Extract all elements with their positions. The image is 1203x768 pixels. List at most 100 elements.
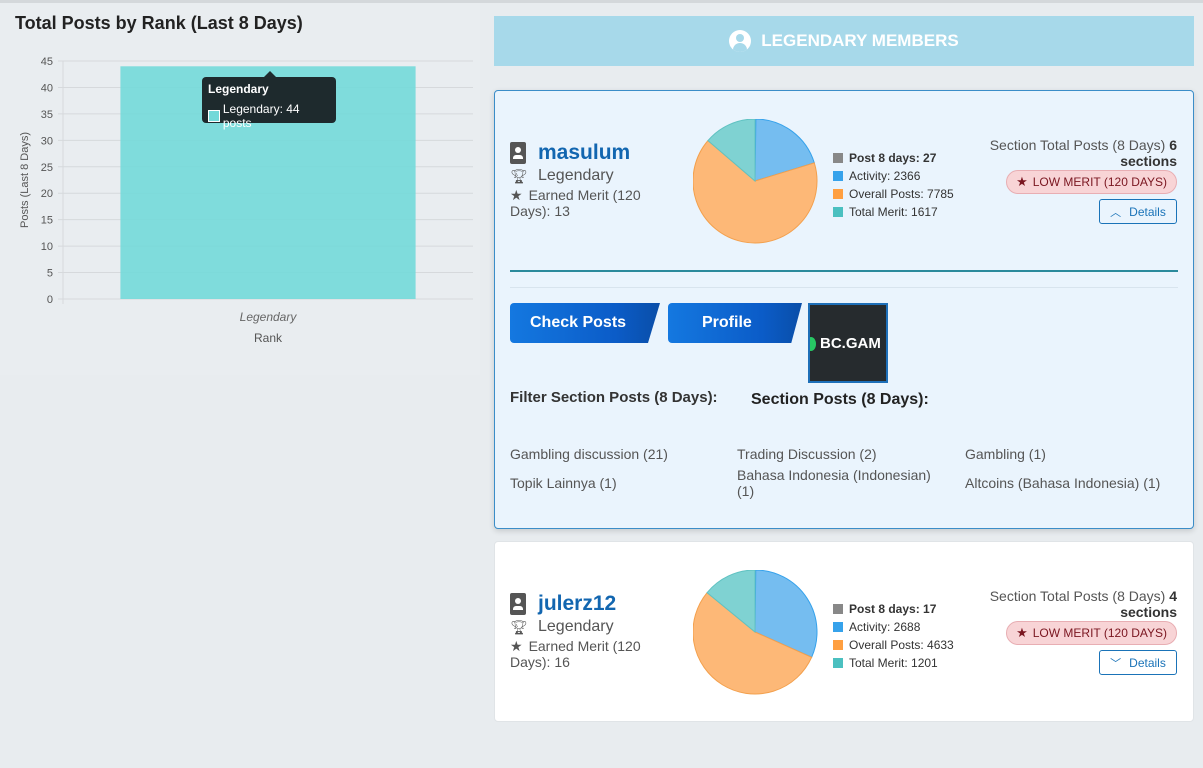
star-icon: ★: [1016, 625, 1028, 640]
y-tick-label: 5: [47, 268, 53, 280]
tooltip-row: Legendary: 44 posts: [208, 102, 330, 130]
member-name-link[interactable]: masulum: [538, 141, 631, 164]
stat-merit-text: Total Merit: 1617: [849, 205, 938, 219]
pie-slice-merit: [706, 570, 756, 634]
pie-slice-activity: [754, 119, 815, 182]
chevron-up-icon: ︿: [1110, 206, 1122, 219]
swatch-merit: [833, 207, 843, 217]
star-icon: ★: [1016, 174, 1028, 189]
member-info: masulum 🏆︎ Legendary ★ Earned Merit (120 …: [510, 141, 675, 219]
swatch-post8: [833, 604, 843, 614]
details-toggle-button[interactable]: ﹀ Details: [1099, 650, 1177, 675]
stat-merit-text: Total Merit: 1201: [849, 656, 938, 670]
chart-title: Total Posts by Rank (Last 8 Days): [15, 13, 303, 33]
id-badge-icon: [510, 142, 526, 164]
rank-row: 🏆︎ Legendary: [510, 167, 675, 185]
bc-game-logo-icon: [810, 336, 816, 351]
section-item[interactable]: Trading Discussion (2): [737, 446, 877, 462]
tooltip-label: Legendary: 44 posts: [222, 102, 300, 130]
divider: [510, 270, 1178, 272]
details-label: Details: [1129, 204, 1166, 219]
y-tick-label: 30: [41, 135, 53, 147]
profile-button[interactable]: Profile: [668, 303, 802, 343]
y-tick-label: 0: [47, 294, 53, 306]
ad-label: BC.GAM: [820, 334, 881, 352]
y-tick-label: 45: [41, 56, 53, 68]
swatch-activity: [833, 171, 843, 181]
y-tick-label: 20: [41, 188, 53, 200]
swatch-overall: [833, 640, 843, 650]
y-tick-label: 35: [41, 109, 53, 121]
star-icon: ★: [510, 187, 523, 203]
header-title: LEGENDARY MEMBERS: [761, 31, 959, 50]
pie-slice-overall: [693, 139, 818, 244]
posts-by-rank-chart: 0 5 10 15 20 25 30 35 40 45 Legendary Rank Posts (La…: [19, 56, 473, 345]
section-total-label: Section Total Posts (8 Days): [989, 137, 1170, 153]
stat-activity-text: Activity: 2366: [849, 169, 921, 183]
section-item[interactable]: Gambling (1): [965, 446, 1046, 462]
user-circle-icon: [729, 30, 752, 52]
member-name-row: julerz12: [510, 592, 675, 616]
section-posts-label: Section Posts (8 Days):: [751, 391, 929, 408]
section-item[interactable]: Bahasa Indonesia (Indonesian) (1): [737, 467, 931, 499]
tooltip-title: Legendary: [208, 82, 269, 96]
divider: [510, 287, 1178, 288]
filter-section-posts-label: Filter Section Posts (8 Days):: [510, 389, 718, 406]
section-total-value: 4 sections: [1120, 588, 1177, 620]
stat-merit: Total Merit: 1617: [833, 203, 954, 221]
stat-merit: Total Merit: 1201: [833, 654, 954, 672]
chart-tooltip: Legendary Legendary: 44 posts: [202, 71, 336, 130]
swatch-post8: [833, 153, 843, 163]
legendary-members-header: LEGENDARY MEMBERS: [494, 16, 1194, 66]
stat-post8: Post 8 days: 27: [833, 149, 954, 167]
id-badge-icon: [510, 593, 526, 615]
x-tick-label: Legendary: [240, 310, 298, 324]
top-border: [0, 0, 1203, 3]
y-tick-label: 25: [41, 162, 53, 174]
stat-overall: Overall Posts: 7785: [833, 185, 954, 203]
swatch-overall: [833, 189, 843, 199]
member-stats-legend: Post 8 days: 17 Activity: 2688 Overall P…: [833, 600, 954, 672]
chevron-down-icon: ﹀: [1110, 657, 1122, 670]
y-tick-label: 10: [41, 241, 53, 253]
stat-activity: Activity: 2366: [833, 167, 954, 185]
pie-slice-activity: [754, 570, 818, 658]
stat-post8-text: Post 8 days: 27: [849, 151, 937, 165]
member-card-julerz12: julerz12 🏆︎ Legendary ★ Earned Merit (120…: [494, 541, 1194, 722]
member-stats-pie: [693, 119, 818, 244]
y-tick-label: 40: [41, 82, 53, 94]
stat-post8: Post 8 days: 17: [833, 600, 954, 618]
swatch-merit: [833, 658, 843, 668]
earned-merit: ★ Earned Merit (120 Days): 16: [510, 638, 675, 670]
member-name-link[interactable]: julerz12: [538, 592, 617, 615]
chart-panel: Total Posts by Rank (Last 8 Days) 0 5 10 15…: [0, 3, 480, 375]
rank-label: Legendary: [538, 618, 614, 635]
pie-slice-merit: [707, 119, 756, 183]
section-total-label: Section Total Posts (8 Days): [989, 588, 1170, 604]
check-posts-button[interactable]: Check Posts: [510, 303, 660, 343]
swatch-activity: [833, 622, 843, 632]
section-total-value: 6 sections: [1120, 137, 1177, 169]
section-item[interactable]: Gambling discussion (21): [510, 446, 668, 462]
low-merit-text: LOW MERIT (120 DAYS): [1032, 175, 1167, 189]
member-stats-pie: [693, 570, 818, 695]
low-merit-text: LOW MERIT (120 DAYS): [1032, 626, 1167, 640]
low-merit-badge: ★ LOW MERIT (120 DAYS): [1006, 621, 1177, 645]
star-icon: ★: [510, 638, 523, 654]
bc-game-ad-banner[interactable]: BC.GAM: [808, 303, 888, 383]
y-tick-label: 15: [41, 215, 53, 227]
stat-activity: Activity: 2688: [833, 618, 954, 636]
member-info: julerz12 🏆︎ Legendary ★ Earned Merit (120…: [510, 592, 675, 670]
member-card-masulum: masulum 🏆︎ Legendary ★ Earned Merit (120 …: [494, 90, 1194, 529]
earned-merit-text: Earned Merit (120 Days): 13: [510, 187, 641, 219]
section-item[interactable]: Topik Lainnya (1): [510, 475, 617, 491]
stat-overall-text: Overall Posts: 4633: [849, 638, 954, 652]
stat-overall: Overall Posts: 4633: [833, 636, 954, 654]
details-toggle-button[interactable]: ︿ Details: [1099, 199, 1177, 224]
section-item[interactable]: Altcoins (Bahasa Indonesia) (1): [965, 475, 1161, 491]
trophy-icon: 🏆︎: [510, 167, 528, 184]
rank-label: Legendary: [538, 167, 614, 184]
section-total-posts: Section Total Posts (8 Days) 6 sections: [987, 137, 1177, 169]
ad-text: BC.GAM: [810, 334, 881, 352]
section-total-posts: Section Total Posts (8 Days) 4 sections: [987, 588, 1177, 620]
